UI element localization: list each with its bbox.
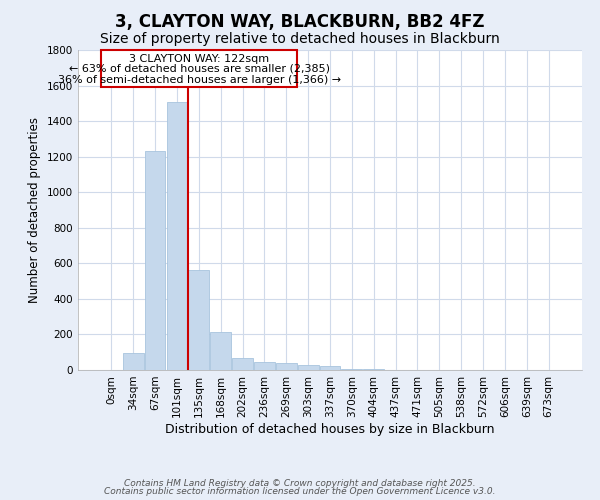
Y-axis label: Number of detached properties: Number of detached properties <box>28 117 41 303</box>
X-axis label: Distribution of detached houses by size in Blackburn: Distribution of detached houses by size … <box>165 422 495 436</box>
Bar <box>276 363 296 370</box>
Text: ← 63% of detached houses are smaller (2,385): ← 63% of detached houses are smaller (2,… <box>69 64 330 74</box>
Text: 3 CLAYTON WAY: 122sqm: 3 CLAYTON WAY: 122sqm <box>129 54 269 64</box>
Bar <box>123 354 143 370</box>
Text: Contains public sector information licensed under the Open Government Licence v3: Contains public sector information licen… <box>104 487 496 496</box>
Bar <box>188 270 209 370</box>
Bar <box>298 364 319 370</box>
Bar <box>320 366 340 370</box>
FancyBboxPatch shape <box>101 50 297 88</box>
Bar <box>145 152 166 370</box>
Bar <box>210 332 231 370</box>
Text: Contains HM Land Registry data © Crown copyright and database right 2025.: Contains HM Land Registry data © Crown c… <box>124 478 476 488</box>
Bar <box>167 102 187 370</box>
Text: 3, CLAYTON WAY, BLACKBURN, BB2 4FZ: 3, CLAYTON WAY, BLACKBURN, BB2 4FZ <box>115 12 485 30</box>
Text: Size of property relative to detached houses in Blackburn: Size of property relative to detached ho… <box>100 32 500 46</box>
Bar <box>232 358 253 370</box>
Bar <box>254 362 275 370</box>
Text: 36% of semi-detached houses are larger (1,366) →: 36% of semi-detached houses are larger (… <box>58 74 341 85</box>
Bar <box>341 368 362 370</box>
